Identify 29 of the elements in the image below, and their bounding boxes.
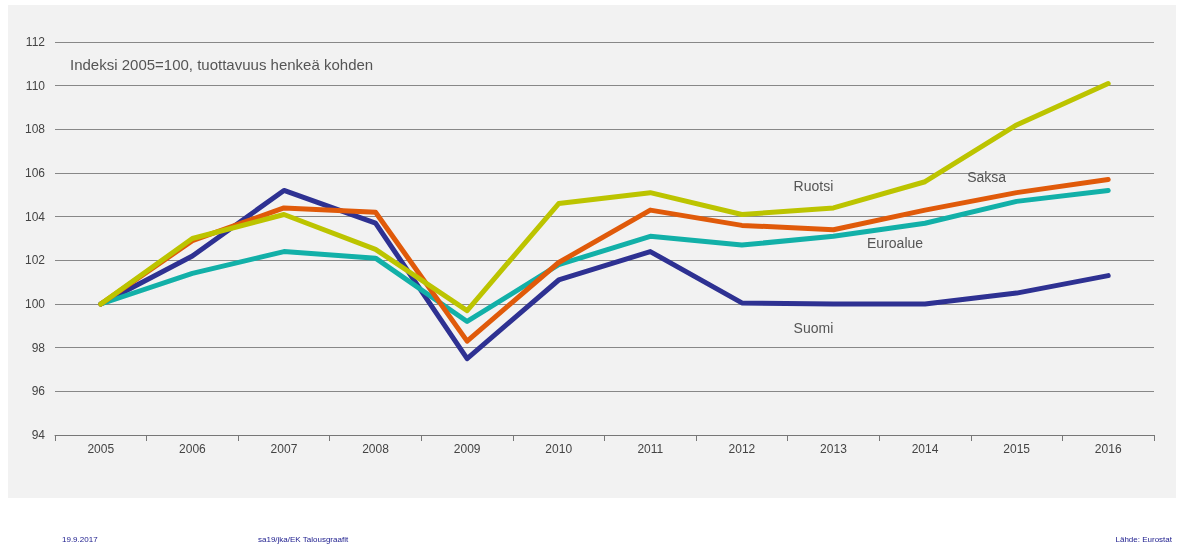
y-tick-label: 94 [31, 428, 46, 442]
x-tick-label: 2016 [1094, 442, 1122, 456]
y-tick-label: 110 [25, 78, 46, 93]
y-axis-title: Indeksi 2005=100, tuottavuus henkeä kohden [70, 56, 374, 73]
series-label: Ruotsi [793, 177, 834, 194]
x-tick-label: 2006 [179, 442, 207, 456]
x-tick-label: 2012 [728, 442, 756, 456]
y-tick-label: 104 [24, 209, 46, 224]
text: Lähde: Eurostat [1115, 535, 1172, 544]
y-tick-label: 106 [24, 166, 46, 180]
x-tick-label: 2010 [545, 442, 573, 456]
y-tick-label: 108 [24, 122, 46, 137]
y-tick-label: 100 [24, 297, 46, 311]
series-label: Euroalue [867, 235, 924, 252]
x-tick-label: 2014 [911, 442, 939, 456]
text: sa19/jka/EK Talousgraafit [258, 535, 349, 544]
y-tick-label: 96 [31, 384, 46, 399]
y-tick-label: 112 [25, 35, 46, 49]
series-label: Suomi [793, 320, 834, 336]
x-tick-label: 2009 [453, 442, 481, 456]
x-tick-label: 2015 [1003, 442, 1031, 456]
y-tick-label: 98 [31, 340, 46, 355]
text: 19.9.2017 [62, 535, 98, 544]
x-tick-label: 2005 [87, 442, 115, 456]
x-tick-label: 2013 [820, 442, 848, 456]
x-tick-label: 2007 [270, 442, 298, 456]
x-tick-label: 2011 [637, 442, 664, 456]
x-tick-label: 2008 [362, 442, 390, 456]
y-tick-label: 102 [24, 253, 46, 268]
